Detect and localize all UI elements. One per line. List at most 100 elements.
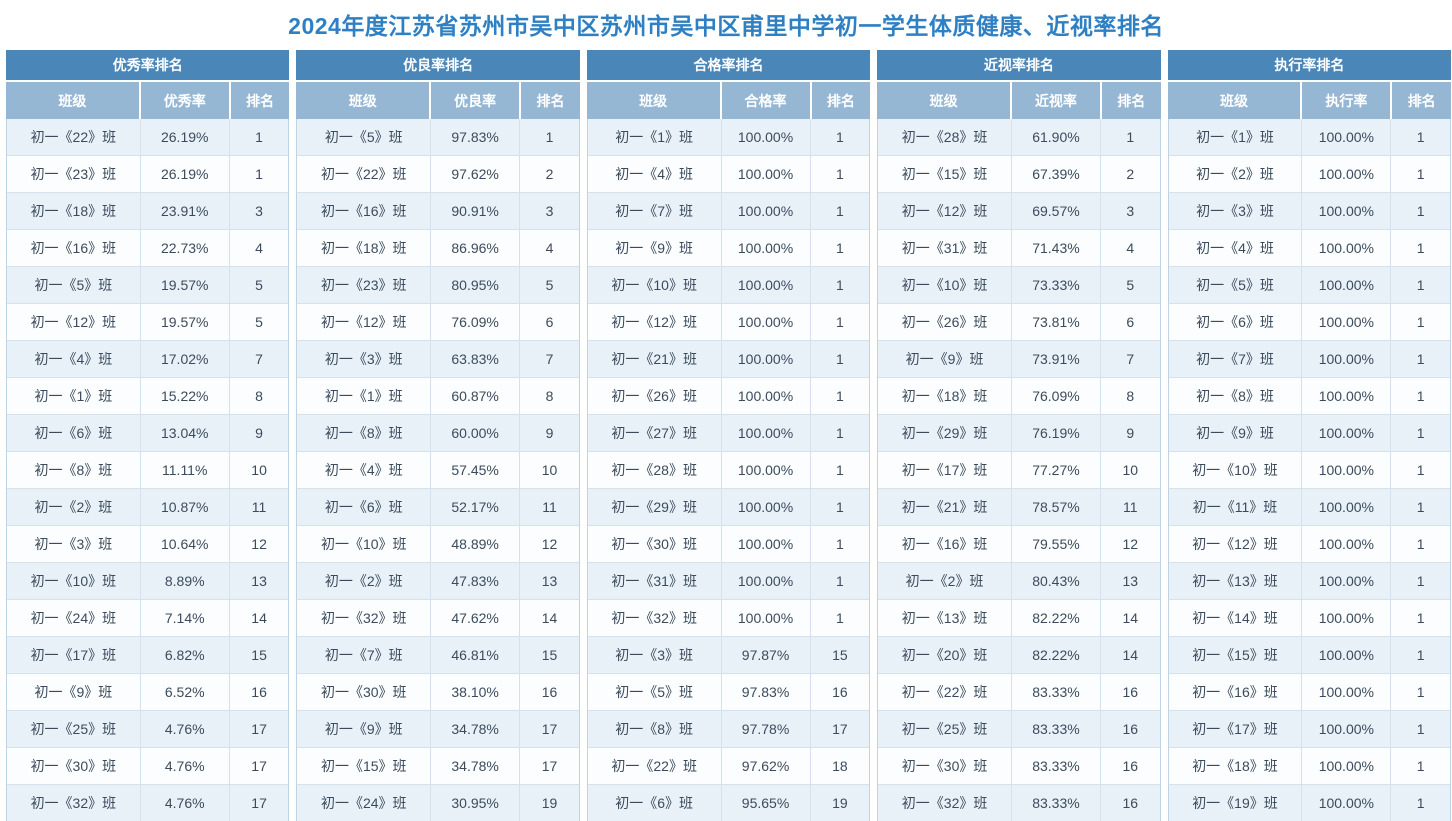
rank-cell: 1 <box>519 119 579 155</box>
column-header: 班级 <box>58 92 87 109</box>
rank-table-5: 执行率排名 班级 执行率 排名 初一《1》班 100.00% 1 初一《2》班 100.00% 1… <box>1167 50 1452 821</box>
rank-cell: 17 <box>228 711 289 747</box>
table-row: 初一《32》班 4.76% 17 <box>7 785 289 821</box>
rate-cell: 4.76% <box>139 711 229 747</box>
rank-cell: 1 <box>1390 304 1450 340</box>
rank-cell: 1 <box>809 156 870 192</box>
rank-cell: 9 <box>228 415 289 451</box>
column-header: 优秀率 <box>138 82 229 119</box>
class-name-cell: 初一《12》班 <box>1192 536 1278 552</box>
table-row: 初一《32》班 100.00% 1 <box>587 600 870 637</box>
rank-cell: 16 <box>1099 711 1160 747</box>
class-name-cell: 初一《28》班 <box>901 129 988 145</box>
rank-cell: 4 <box>1099 230 1160 266</box>
table-row: 初一《3》班 100.00% 1 <box>1168 193 1451 230</box>
column-header: 班级 <box>1219 92 1248 109</box>
table-row: 初一《3》班 10.64% 12 <box>7 526 289 563</box>
rank-cell: 1 <box>1390 489 1450 525</box>
rate-cell: 52.17% <box>430 489 519 525</box>
rate-cell: 76.19% <box>1010 415 1100 451</box>
table-row: 初一《9》班 100.00% 1 <box>1168 415 1451 452</box>
table-row: 初一《26》班 73.81% 6 <box>878 304 1160 341</box>
rank-cell: 8 <box>519 378 579 414</box>
class-name-cell: 初一《3》班 <box>615 647 694 663</box>
table-row: 初一《6》班 13.04% 9 <box>7 415 289 452</box>
rate-cell: 38.10% <box>430 674 519 710</box>
rate-cell: 100.00% <box>720 378 810 414</box>
table-row: 初一《32》班 47.62% 14 <box>297 600 579 637</box>
table-row: 初一《22》班 97.62% 18 <box>587 748 870 785</box>
rate-cell: 97.78% <box>720 711 810 747</box>
rank-cell: 3 <box>228 193 289 229</box>
rate-cell: 100.00% <box>1301 156 1390 192</box>
rate-cell: 69.57% <box>1010 193 1100 229</box>
rate-cell: 100.00% <box>1301 415 1390 451</box>
class-name-cell: 初一《10》班 <box>901 277 988 293</box>
table-row: 初一《9》班 100.00% 1 <box>587 230 870 267</box>
class-name-cell: 初一《9》班 <box>615 240 694 256</box>
rate-cell: 76.09% <box>430 304 519 340</box>
rate-cell: 100.00% <box>1301 267 1390 303</box>
rate-cell: 83.33% <box>1010 711 1100 747</box>
table-row: 初一《18》班 86.96% 4 <box>297 230 579 267</box>
table-row: 初一《12》班 19.57% 5 <box>7 304 289 341</box>
rank-cell: 1 <box>1390 267 1450 303</box>
column-header: 班级 <box>639 92 668 109</box>
class-name-cell: 初一《15》班 <box>1192 647 1278 663</box>
rank-cell: 5 <box>228 267 289 303</box>
class-name-cell: 初一《31》班 <box>901 240 988 256</box>
rank-table-4: 近视率排名 班级 近视率 排名 初一《28》班 61.90% 1 初一《15》班 67.39% 2… <box>877 50 1161 821</box>
class-name-cell: 初一《17》班 <box>901 462 988 478</box>
class-name-cell: 初一《32》班 <box>30 795 117 811</box>
rank-cell: 1 <box>809 378 870 414</box>
rate-cell: 19.57% <box>139 267 229 303</box>
rank-cell: 1 <box>809 600 870 636</box>
table-row: 初一《4》班 100.00% 1 <box>587 156 870 193</box>
table-row: 初一《30》班 100.00% 1 <box>587 526 870 563</box>
class-name-cell: 初一《23》班 <box>30 166 117 182</box>
rate-cell: 6.52% <box>139 674 229 710</box>
rate-cell: 8.89% <box>139 563 229 599</box>
column-header: 排名 <box>1390 82 1451 119</box>
rank-cell: 12 <box>1099 526 1160 562</box>
table-row: 初一《30》班 38.10% 16 <box>297 674 579 711</box>
rate-cell: 10.87% <box>139 489 229 525</box>
rank-cell: 16 <box>1099 785 1160 821</box>
rank-cell: 1 <box>809 193 870 229</box>
class-name-cell: 初一《14》班 <box>1192 610 1278 626</box>
table-row: 初一《23》班 26.19% 1 <box>7 156 289 193</box>
class-name-cell: 初一《29》班 <box>611 499 697 515</box>
table-row: 初一《12》班 76.09% 6 <box>297 304 579 341</box>
rate-cell: 71.43% <box>1010 230 1100 266</box>
rate-cell: 100.00% <box>720 600 810 636</box>
rank-cell: 7 <box>1099 341 1160 377</box>
rate-cell: 47.83% <box>430 563 519 599</box>
table-row: 初一《5》班 97.83% 1 <box>297 119 579 156</box>
rank-cell: 1 <box>1390 452 1450 488</box>
rank-table-2: 优良率排名 班级 优良率 排名 初一《5》班 97.83% 1 初一《22》班 97.62% 2 初… <box>296 50 580 821</box>
class-name-cell: 初一《17》班 <box>30 647 117 663</box>
table-row: 初一《31》班 100.00% 1 <box>587 563 870 600</box>
rank-cell: 1 <box>228 156 289 192</box>
column-header-row: 班级 合格率 排名 <box>586 82 871 119</box>
table-body: 初一《5》班 97.83% 1 初一《22》班 97.62% 2 初一《16》班 90.91%… <box>296 119 580 821</box>
rank-cell: 10 <box>1099 452 1160 488</box>
rank-cell: 1 <box>1390 785 1450 821</box>
rate-cell: 13.04% <box>139 415 229 451</box>
rank-cell: 14 <box>228 600 289 636</box>
class-name-cell: 初一《8》班 <box>324 425 403 441</box>
rank-cell: 13 <box>1099 563 1160 599</box>
class-name-cell: 初一《17》班 <box>1192 721 1278 737</box>
rank-cell: 3 <box>519 193 579 229</box>
rank-cell: 10 <box>519 452 579 488</box>
class-name-cell: 初一《12》班 <box>611 314 697 330</box>
rank-cell: 1 <box>809 415 870 451</box>
rank-cell: 13 <box>519 563 579 599</box>
table-row: 初一《30》班 4.76% 17 <box>7 748 289 785</box>
rank-cell: 9 <box>519 415 579 451</box>
rank-cell: 1 <box>809 452 870 488</box>
table-row: 初一《17》班 77.27% 10 <box>878 452 1160 489</box>
rate-cell: 83.33% <box>1010 674 1100 710</box>
column-header: 优良率 <box>429 82 519 119</box>
table-row: 初一《29》班 76.19% 9 <box>878 415 1160 452</box>
